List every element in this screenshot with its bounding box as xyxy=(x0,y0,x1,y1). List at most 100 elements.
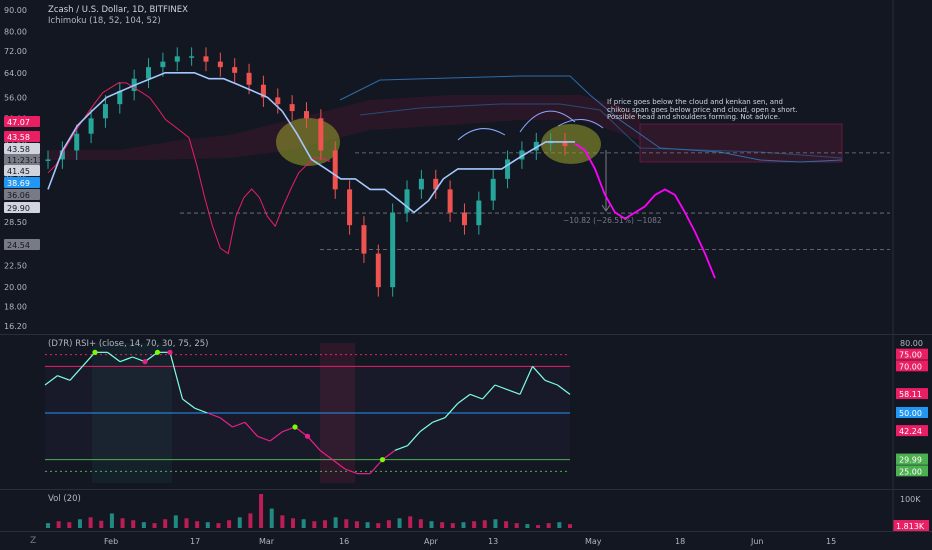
candle-body xyxy=(361,225,367,254)
time-axis-tick: 13 xyxy=(488,537,498,546)
price-pane[interactable]: 90.0080.0072.0064.0056.0050.0043.5838.69… xyxy=(0,0,932,335)
annotation-note[interactable]: If price goes below the cloud and kenkan… xyxy=(607,98,798,121)
rsi-signal-dot xyxy=(379,457,386,463)
rsi-tag-bg xyxy=(896,425,928,437)
rsi-line-segment xyxy=(407,431,421,447)
time-axis-tick: Feb xyxy=(104,537,118,546)
volume-bar xyxy=(56,521,61,528)
price-tag-bg xyxy=(4,143,40,154)
volume-bar xyxy=(386,520,391,528)
vol-pane[interactable]: 100K 1.813K Vol (20) xyxy=(0,490,932,532)
volume-bar xyxy=(546,523,551,528)
candle-body xyxy=(375,253,381,288)
volume-bar xyxy=(312,521,317,528)
volume-bar xyxy=(195,521,200,528)
volume-bar xyxy=(333,517,338,528)
volume-bar xyxy=(216,523,221,528)
price-tag-bg xyxy=(4,131,40,142)
rsi-line-segment xyxy=(432,417,446,423)
rsi-line-segment xyxy=(169,352,184,400)
rsi-line-segment xyxy=(219,417,233,428)
rsi-line-segment xyxy=(469,393,483,400)
candle-body xyxy=(505,159,511,179)
rsi-axis-tick: 80.00 xyxy=(900,339,923,348)
rsi-line-segment xyxy=(369,459,383,475)
rsi-line-segment xyxy=(344,468,358,475)
rsi-pane[interactable]: 80.0075.0070.0058.1150.0042.2430.0029.99… xyxy=(0,335,932,490)
candle-body xyxy=(74,133,80,151)
price-tag-bg xyxy=(4,239,40,250)
volume-bar xyxy=(237,517,242,528)
volume-bar xyxy=(440,522,445,528)
rsi-tag: 70.00 xyxy=(899,362,922,371)
candle-body xyxy=(447,189,453,213)
rsi-chart[interactable]: 80.0075.0070.0058.1150.0042.2430.0029.99… xyxy=(0,335,932,490)
price-axis-tick: 22.50 xyxy=(4,261,27,270)
time-axis-tick: Mar xyxy=(259,537,275,546)
highlight-ellipse-left xyxy=(276,118,340,166)
price-axis-tick: 56.00 xyxy=(4,93,27,102)
rsi-line-segment xyxy=(257,435,271,442)
zoom-icon[interactable]: Z xyxy=(30,536,37,546)
candle-body xyxy=(45,159,51,161)
price-axis-tick: 16.20 xyxy=(4,322,27,331)
rsi-line-segment xyxy=(532,365,546,381)
volume-bar xyxy=(67,522,72,528)
volume-bar xyxy=(269,508,274,528)
price-axis-tick: 20.00 xyxy=(4,283,27,292)
rsi-line-segment xyxy=(307,435,321,451)
rsi-line-segment xyxy=(494,384,508,391)
volume-bar xyxy=(354,521,359,528)
vol-axis-tick: 100K xyxy=(900,495,921,504)
senkou-span-b xyxy=(339,75,843,163)
candle-body xyxy=(461,212,467,226)
time-axis-tick: 16 xyxy=(339,537,349,546)
rsi-tag: 50.00 xyxy=(899,409,922,418)
volume-bar xyxy=(418,519,423,528)
volume-bar xyxy=(120,518,125,528)
rsi-title: (D7R) RSI+ (close, 14, 70, 30, 75, 25) xyxy=(48,339,209,349)
candle-body xyxy=(232,67,238,73)
price-tag: 11:23:13 xyxy=(7,156,43,165)
rsi-signal-dot xyxy=(167,349,173,355)
volume-bar xyxy=(408,516,413,528)
rsi-signal-dot xyxy=(142,359,148,365)
vol-tag: 1.813K xyxy=(896,522,925,531)
volume-bar xyxy=(88,517,93,528)
price-tag: 43.58 xyxy=(7,145,30,154)
rsi-line-segment xyxy=(207,412,221,419)
volume-bar xyxy=(461,522,466,528)
volume-bar xyxy=(482,520,487,528)
volume-bar xyxy=(429,521,434,528)
price-axis-tick: 64.00 xyxy=(4,69,27,78)
volume-bar xyxy=(322,520,327,528)
rsi-signal-dot xyxy=(154,349,161,355)
rsi-line-segment xyxy=(119,356,133,363)
time-axis-tick: 15 xyxy=(826,537,836,546)
candle-body xyxy=(433,178,439,190)
volume-bar xyxy=(344,519,349,528)
volume-bar xyxy=(493,519,498,528)
candle-body xyxy=(246,72,252,85)
rsi-line-segment xyxy=(507,389,521,395)
candle-body xyxy=(174,56,180,62)
candle-body xyxy=(203,56,209,62)
vol-tag-bg xyxy=(893,520,929,531)
candle-body xyxy=(189,56,195,58)
volume-bar xyxy=(291,518,296,528)
kijun-sen xyxy=(47,72,575,214)
volume-bar xyxy=(77,519,82,528)
rsi-line-segment xyxy=(482,384,496,400)
candle-body xyxy=(117,90,123,105)
price-tag: 41.45 xyxy=(7,167,30,176)
time-axis-tick: May xyxy=(585,537,602,546)
time-axis[interactable]: Feb 17 Mar 16 Apr 13 May 18 Jun 15 xyxy=(0,532,932,550)
volume-bar xyxy=(141,522,146,528)
volume-chart[interactable]: 100K 1.813K xyxy=(0,490,932,532)
rsi-line-segment xyxy=(269,431,283,442)
candle-body xyxy=(318,118,324,151)
candle-body xyxy=(289,104,295,112)
price-chart[interactable]: 90.0080.0072.0064.0056.0050.0043.5838.69… xyxy=(0,0,932,335)
chikou-span xyxy=(47,82,331,255)
volume-bar xyxy=(46,523,50,528)
